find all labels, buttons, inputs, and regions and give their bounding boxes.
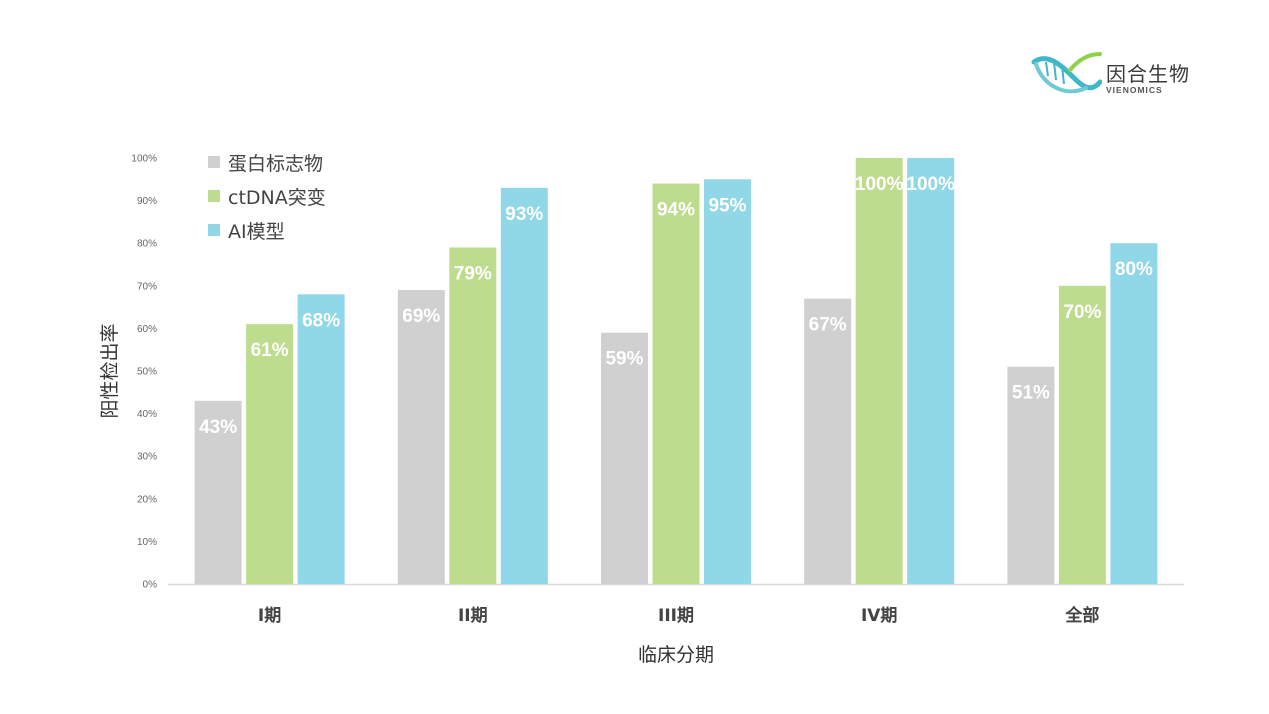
legend-item-protein: 蛋白标志物: [208, 145, 326, 179]
y-tick-label: 60%: [137, 324, 157, 335]
y-tick-label: 40%: [137, 409, 157, 420]
y-tick-label: 80%: [137, 239, 157, 250]
data-label: 100%: [855, 174, 904, 195]
bar: [601, 332, 648, 584]
bar: [804, 298, 852, 584]
x-axis-title: 临床分期: [638, 644, 714, 666]
legend-item-ctdna: ctDNA突变: [208, 179, 326, 213]
bar: [449, 247, 497, 584]
data-label: 61%: [251, 340, 289, 361]
y-axis-title: 阳性检出率: [99, 323, 121, 418]
dna-logo-icon: [1031, 52, 1103, 94]
legend-swatch-ai: [208, 224, 220, 236]
data-label: 79%: [454, 263, 492, 284]
data-label: 70%: [1063, 302, 1101, 323]
bar: [246, 324, 294, 584]
bar: [194, 400, 242, 584]
bar: [397, 290, 445, 584]
y-tick-label: 20%: [137, 494, 157, 505]
y-tick-label: 50%: [137, 367, 157, 378]
data-label: 68%: [302, 310, 340, 331]
logo-name: 因合生物: [1106, 62, 1190, 86]
bar: [1058, 285, 1106, 584]
x-tick-label: III期: [658, 606, 694, 626]
x-tick-label: I期: [258, 606, 281, 626]
bar: [1110, 243, 1158, 584]
data-label: 80%: [1115, 259, 1153, 280]
y-tick-label: 0%: [143, 580, 158, 591]
y-tick-label: 30%: [137, 452, 157, 463]
bar: [704, 179, 751, 585]
legend: 蛋白标志物 ctDNA突变 AI模型: [208, 145, 326, 247]
bar: [855, 158, 903, 584]
legend-swatch-protein: [208, 156, 220, 168]
data-label: 67%: [809, 315, 847, 336]
x-tick-label: IV期: [861, 606, 897, 626]
data-label: 51%: [1012, 383, 1050, 404]
bar: [500, 187, 548, 584]
y-tick-label: 90%: [137, 196, 157, 207]
y-tick-label: 10%: [137, 537, 157, 548]
legend-swatch-ctdna: [208, 190, 220, 202]
bar: [907, 158, 955, 584]
data-label: 93%: [505, 204, 543, 225]
y-tick-label: 70%: [137, 281, 157, 292]
bar: [297, 294, 345, 584]
legend-label: ctDNA突变: [228, 186, 326, 209]
legend-label: 蛋白标志物: [228, 152, 324, 175]
bar: [1007, 366, 1055, 584]
bar: [652, 183, 700, 584]
x-tick-label: II期: [458, 606, 488, 626]
company-logo: 因合生物 VIENOMICS: [1030, 48, 1210, 100]
data-label: 59%: [605, 349, 643, 370]
legend-item-ai: AI模型: [208, 213, 326, 247]
data-label: 43%: [199, 417, 237, 438]
y-tick-label: 100%: [131, 154, 157, 165]
data-label: 69%: [402, 306, 440, 327]
data-label: 95%: [708, 195, 746, 216]
legend-label: AI模型: [228, 220, 285, 243]
data-label: 94%: [657, 200, 695, 221]
data-label: 100%: [906, 174, 955, 195]
logo-subtitle: VIENOMICS: [1106, 85, 1163, 95]
x-tick-label: 全部: [1064, 605, 1099, 626]
